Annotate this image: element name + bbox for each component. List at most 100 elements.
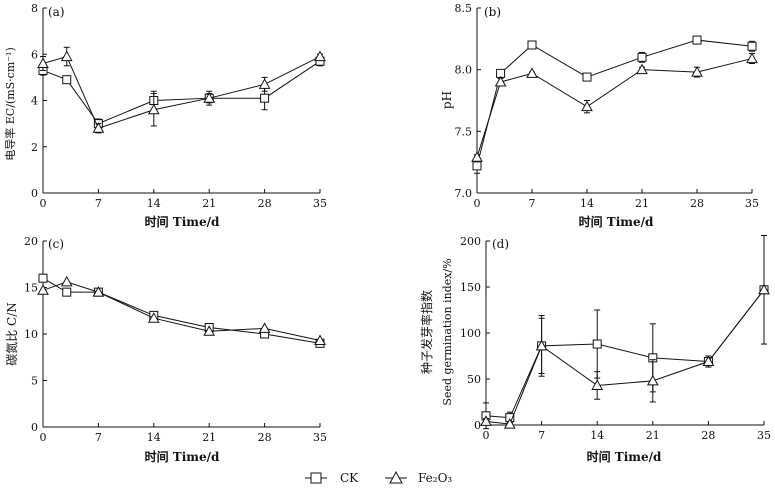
data-point-fe2o3 (147, 103, 160, 115)
data-point-fe2o3 (503, 418, 516, 429)
data-point-fe2o3 (258, 78, 271, 89)
series-fe2o3-d (480, 234, 770, 429)
data-point-fe2o3 (646, 374, 659, 386)
legend-fe2o3-marker (389, 470, 403, 484)
y-tick-label-a: 8 (31, 2, 38, 15)
y-tick-label-a: 0 (31, 187, 38, 200)
y-tick-label-c: 10 (24, 328, 38, 341)
y-axis-label-a: 电导率 EC/(mS·cm⁻¹) (3, 47, 17, 161)
y-tick-label-d: 100 (460, 327, 481, 340)
y-tick-label-d: 150 (460, 281, 481, 294)
series-fe2o3-a (37, 46, 326, 134)
series-ck-b (472, 35, 757, 174)
data-point-fe2o3 (480, 415, 492, 426)
data-point-fe2o3 (60, 50, 73, 62)
data-point-ck (747, 41, 757, 51)
x-tick-label-d: 21 (646, 429, 660, 442)
x-tick-label-b: 21 (635, 197, 649, 210)
x-tick-label-d: 35 (757, 429, 771, 442)
data-point-fe2o3 (203, 325, 216, 336)
series-ck-d (481, 234, 769, 430)
data-point-ck (62, 75, 72, 85)
data-point-fe2o3 (526, 67, 538, 78)
data-point-fe2o3 (471, 151, 483, 162)
y-axis-label-d-cn: 种子发芽率指数 (419, 290, 434, 374)
x-tick-label-c: 7 (95, 431, 102, 444)
y-tick-label-d: 0 (474, 419, 481, 432)
data-point-fe2o3 (535, 339, 548, 351)
y-tick-label-b: 7.0 (455, 187, 473, 200)
y-axis-label-c: 碳氮比 C/N (4, 302, 19, 366)
data-point-ck (472, 161, 482, 171)
y-tick-label-d: 50 (467, 373, 481, 386)
series-ck-a (38, 56, 325, 129)
x-tick-label-b: 35 (745, 197, 759, 210)
data-point-fe2o3 (258, 322, 271, 333)
data-point-ck (582, 72, 592, 82)
data-point-fe2o3 (591, 379, 604, 390)
panel-d: (d) 种子发芽率指数 Seed germination index/% 时间 … (419, 234, 771, 464)
series-line (485, 289, 765, 419)
legend: CK Fe₂O₃ (305, 470, 452, 485)
x-tick-label-b: 7 (529, 197, 536, 210)
data-point-fe2o3 (37, 284, 49, 295)
x-tick-label-c: 14 (147, 431, 161, 444)
series-ck-c (38, 273, 325, 348)
data-point-fe2o3 (691, 66, 703, 77)
x-tick-label-c: 0 (40, 431, 47, 444)
data-point-fe2o3 (314, 50, 326, 62)
data-point-ck (592, 339, 602, 349)
panel-label-a: (a) (48, 5, 65, 19)
series-line (42, 55, 321, 129)
y-tick-label-b: 8.5 (455, 2, 473, 15)
data-point-fe2o3 (37, 57, 49, 68)
x-tick-label-a: 14 (147, 197, 161, 210)
data-point-ck (637, 52, 647, 62)
data-point-fe2o3 (314, 334, 326, 346)
y-tick-label-a: 4 (31, 95, 38, 108)
y-tick-label-a: 2 (31, 141, 38, 154)
x-tick-label-a: 0 (40, 197, 47, 210)
y-tick-label-b: 7.5 (455, 125, 473, 138)
legend-fe2o3-label: Fe₂O₃ (418, 471, 452, 485)
series-line (476, 58, 753, 158)
y-tick-label-a: 6 (31, 48, 38, 61)
x-tick-label-d: 28 (701, 429, 715, 442)
data-point-fe2o3 (702, 355, 715, 367)
x-tick-label-b: 14 (580, 197, 594, 210)
x-tick-label-d: 14 (590, 429, 604, 442)
data-point-fe2o3 (147, 312, 160, 323)
y-tick-label-c: 20 (24, 235, 38, 248)
data-point-fe2o3 (60, 275, 73, 287)
y-tick-label-c: 15 (24, 282, 38, 295)
x-axis-label-b: 时间 Time/d (579, 214, 654, 229)
data-point-fe2o3 (92, 122, 105, 133)
x-tick-label-a: 7 (95, 197, 102, 210)
panel-label-b: (b) (484, 5, 501, 19)
series-line (476, 39, 753, 166)
y-tick-label-c: 5 (31, 375, 38, 388)
panel-a: (a) 电导率 EC/(mS·cm⁻¹) 时间 Time/d 0 7 14 21 28 3… (3, 2, 327, 229)
panel-label-d: (d) (492, 237, 509, 251)
data-point-ck (692, 35, 702, 45)
y-tick-label-c: 0 (31, 421, 38, 434)
x-tick-label-d: 0 (483, 429, 490, 442)
data-point-fe2o3 (636, 63, 648, 75)
data-point-fe2o3 (581, 100, 593, 112)
legend-ck-marker (310, 472, 322, 484)
data-point-ck (527, 40, 537, 50)
data-point-ck (62, 287, 72, 297)
x-tick-label-a: 35 (313, 197, 327, 210)
data-point-fe2o3 (746, 52, 758, 64)
data-point-fe2o3 (203, 92, 216, 103)
panel-label-c: (c) (48, 237, 64, 251)
x-axis-label-c: 时间 Time/d (145, 449, 220, 464)
y-tick-label-d: 200 (460, 235, 481, 248)
panel-b: (b) pH 时间 Time/d 0 7 14 21 28 35 7.0 7.5 8.0 8.5 (440, 2, 759, 229)
x-tick-label-c: 35 (313, 431, 327, 444)
series-fe2o3-c (37, 275, 326, 346)
series-line (485, 289, 765, 425)
panel-c: (c) 碳氮比 C/N 时间 Time/d 0 7 14 21 28 35 0 5 10 15 20 (4, 235, 327, 464)
data-point-fe2o3 (494, 75, 507, 87)
x-tick-label-a: 28 (258, 197, 272, 210)
